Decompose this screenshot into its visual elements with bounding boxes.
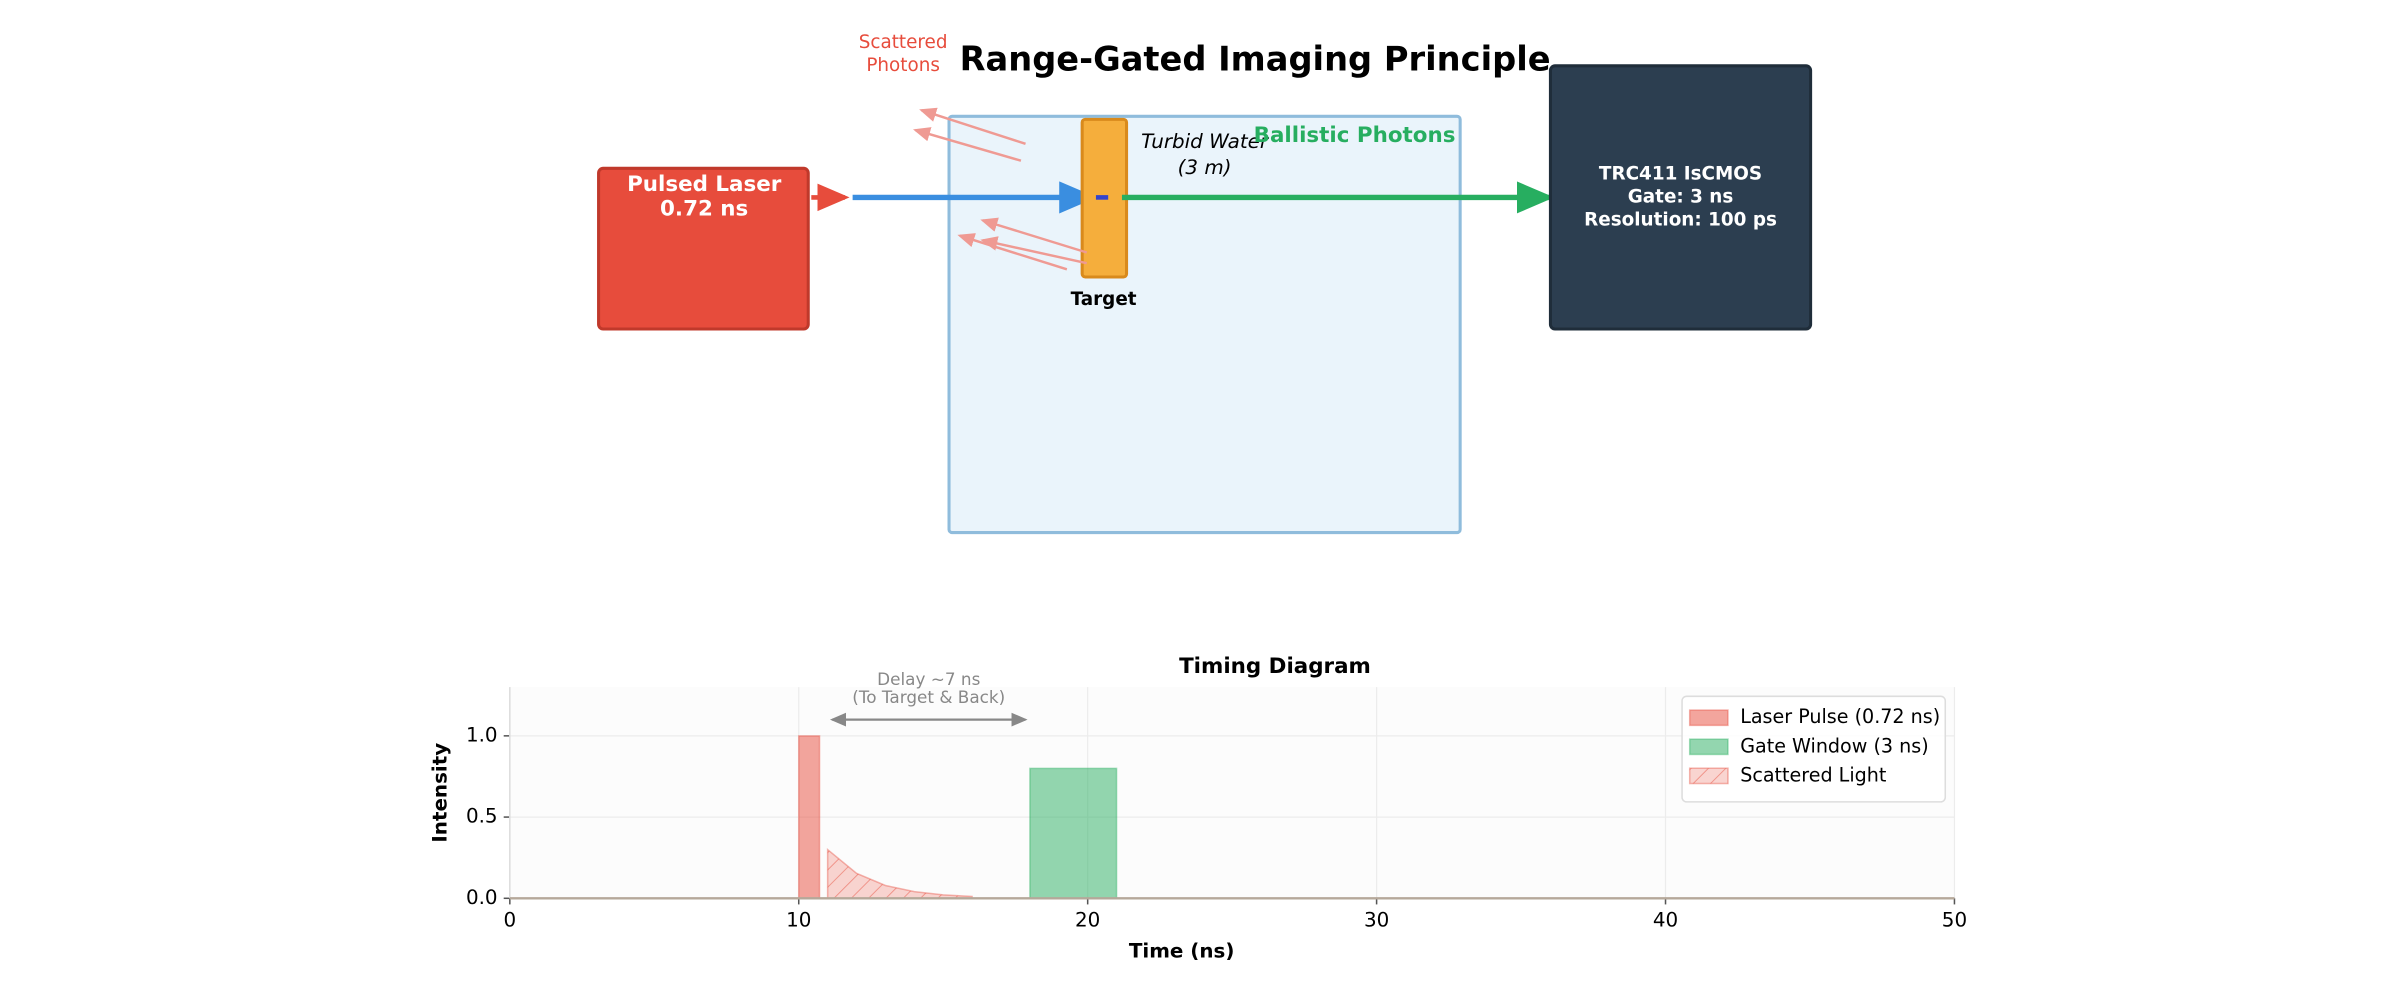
legend-label: Scattered Light [1740, 763, 1887, 786]
legend-swatch [1688, 767, 1729, 785]
target-label: Target [1071, 289, 1137, 310]
area [797, 735, 821, 900]
laser-label: 0.72 ns [660, 197, 748, 222]
x-tick-label: 10 [786, 909, 811, 932]
chart-title: Timing Diagram [1179, 654, 1371, 679]
laser-box [597, 166, 810, 331]
laser-label: Pulsed Laser [627, 172, 782, 197]
legend-label: Laser Pulse (0.72 ns) [1740, 705, 1940, 728]
sensor-label: Resolution: 100 ps [1584, 209, 1777, 230]
x-tick-label: 20 [1075, 909, 1100, 932]
legend-label: Gate Window (3 ns) [1740, 734, 1928, 757]
sensor-label: TRC411 IsCMOS [1599, 163, 1762, 184]
y-tick-label: 0.0 [466, 886, 498, 909]
legend-swatch [1688, 738, 1729, 756]
annotation-text: (To Target & Back) [852, 687, 1005, 707]
title: Range-Gated Imaging Principle [960, 40, 1551, 79]
x-tick-label: 50 [1942, 909, 1967, 932]
timing-chart: 0 10 20 30 40 50 0.0 0.5 1.0 Delay ~7 ns(To Targe… [428, 654, 1967, 962]
x-tick-label: 30 [1364, 909, 1389, 932]
y-tick-label: 1.0 [466, 723, 498, 746]
x-tick-label: 0 [503, 909, 516, 932]
legend-box [1681, 695, 1947, 803]
annotation-text: Delay ~7 ns [877, 669, 980, 689]
y-axis-label: Intensity [428, 743, 451, 843]
legend-swatch [1688, 709, 1729, 727]
water-tank [947, 114, 1462, 535]
ballistic-label: Ballistic Photons [1254, 123, 1456, 148]
x-axis-label: Time (ns) [1129, 939, 1235, 962]
x-tick-label: 40 [1653, 909, 1678, 932]
scattered-label: Photons [866, 55, 940, 76]
water-label: (3 m) [1178, 156, 1232, 179]
sensor-box [1548, 64, 1813, 331]
scatter-arrows [913, 107, 1088, 271]
water-label: Turbid Water [1141, 130, 1270, 153]
area [1029, 767, 1118, 900]
y-tick-label: 0.5 [466, 805, 498, 828]
sensor-label: Gate: 3 ns [1628, 186, 1734, 207]
scattered-label: Scattered [859, 32, 948, 53]
